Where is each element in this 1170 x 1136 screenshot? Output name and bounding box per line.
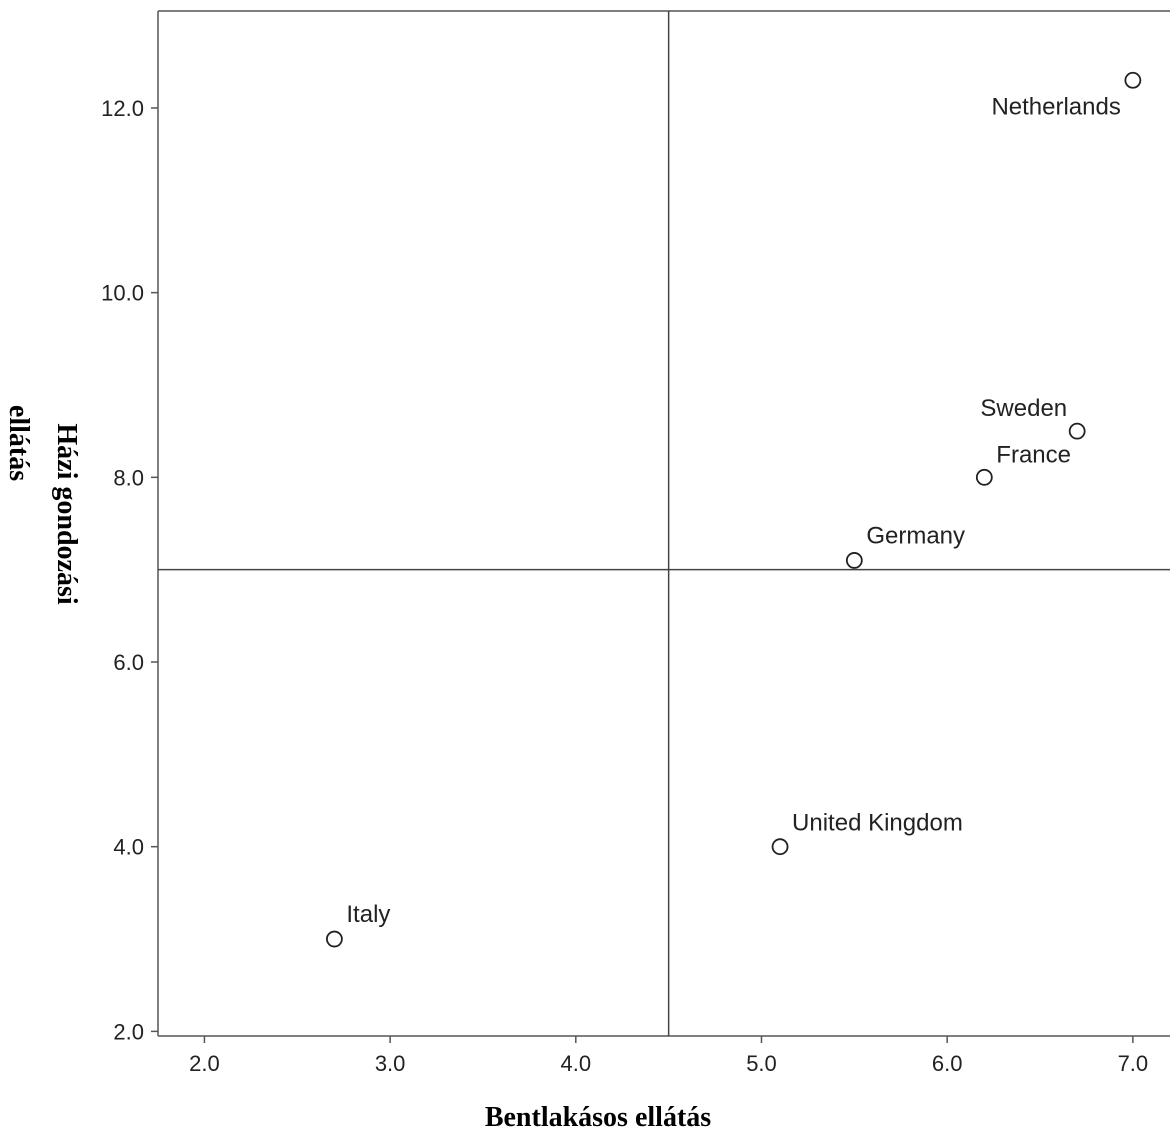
point-label: Italy [346, 901, 390, 928]
x-tick-label: 5.0 [746, 1051, 777, 1076]
data-point [326, 930, 343, 948]
data-point [1068, 422, 1086, 440]
y-axis-title-line-2: ellátás [3, 405, 34, 481]
y-axis-title-line-1: Házi gondozási [51, 423, 82, 604]
data-point [771, 838, 789, 856]
y-tick-label: 10.0 [101, 281, 144, 306]
y-tick-label: 6.0 [113, 650, 144, 675]
reference-lines [158, 11, 1170, 1036]
plot-frame [157, 10, 1170, 1037]
y-tick-label: 4.0 [113, 835, 144, 860]
y-tick-label: 8.0 [113, 465, 144, 490]
x-axis-title: Bentlakásos ellátás [485, 1102, 711, 1133]
y-tick-label: 12.0 [101, 96, 144, 121]
x-tick-label: 6.0 [932, 1051, 963, 1076]
x-tick-label: 7.0 [1118, 1051, 1149, 1076]
x-tick-label: 3.0 [375, 1051, 406, 1076]
point-label: United Kingdom [792, 810, 963, 837]
y-axis: 2.0 4.0 6.0 8.0 10.0 12.0 [101, 96, 158, 1044]
x-tick-label: 4.0 [561, 1051, 592, 1076]
data-point [1124, 71, 1142, 89]
point-label: France [996, 441, 1071, 468]
y-tick-label: 2.0 [113, 1019, 144, 1044]
x-tick-label: 2.0 [189, 1051, 220, 1076]
point-label: Sweden [980, 395, 1067, 422]
data-point [845, 552, 863, 569]
data-points: Netherlands Sweden France Germany United Kin… [326, 71, 1142, 948]
axis-titles: Bentlakásos ellátás Házi gondozási ellát… [3, 405, 711, 1133]
data-point [975, 468, 993, 486]
point-label: Netherlands [991, 93, 1120, 120]
x-axis: 2.0 3.0 4.0 5.0 6.0 7.0 [189, 1036, 1148, 1076]
point-label: Germany [866, 522, 965, 549]
